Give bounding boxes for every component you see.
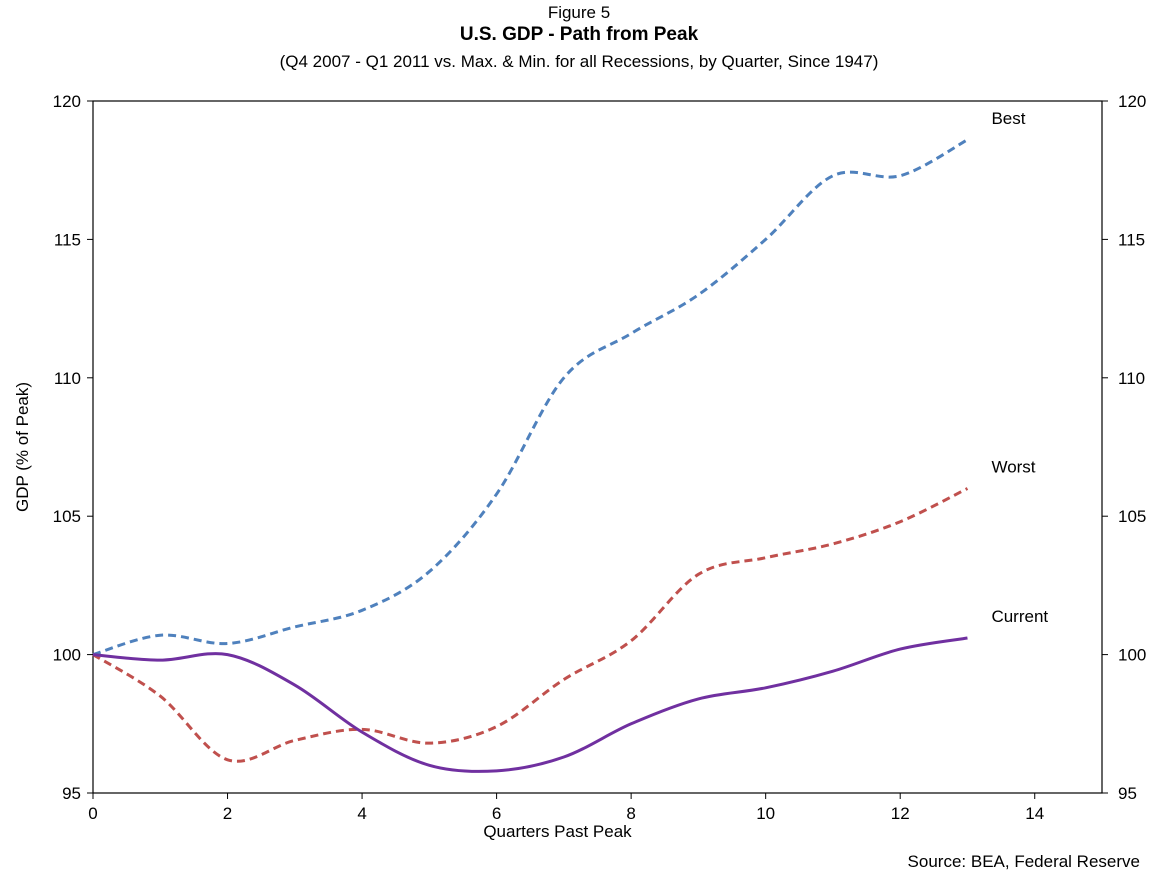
y-tick-label-right: 95 [1118, 784, 1137, 803]
y-tick-label-left: 105 [53, 507, 81, 526]
x-tick-label: 8 [626, 804, 635, 823]
series-label-worst: Worst [991, 458, 1035, 477]
y-tick-label-right: 110 [1118, 369, 1145, 388]
x-tick-label: 0 [88, 804, 97, 823]
y-axis-label: GDP (% of Peak) [13, 382, 32, 512]
series-label-best: Best [991, 109, 1025, 128]
series-line-current [92, 636, 968, 773]
y-tick-label-left: 95 [62, 784, 81, 803]
y-tick-label-right: 120 [1118, 92, 1146, 111]
figure-label: Figure 5 [547, 3, 611, 22]
x-tick-label: 4 [357, 804, 366, 823]
plot-frame [92, 100, 1103, 794]
x-tick-label: 10 [756, 804, 775, 823]
x-tick-label: 12 [891, 804, 910, 823]
x-axis-label: Quarters Past Peak [483, 822, 632, 841]
series-label-current: Current [991, 607, 1048, 626]
y-tick-label-left: 120 [53, 92, 81, 111]
y-tick-label-left: 115 [54, 230, 81, 249]
y-tick-label-right: 115 [1118, 230, 1145, 249]
chart-subtitle: (Q4 2007 - Q1 2011 vs. Max. & Min. for a… [279, 52, 879, 71]
y-tick-label-right: 100 [1118, 646, 1146, 665]
x-tick-label: 14 [1025, 804, 1044, 823]
y-tick-label-left: 110 [54, 369, 81, 388]
source-note: Source: BEA, Federal Reserve [907, 852, 1140, 871]
chart-title: U.S. GDP - Path from Peak [459, 24, 699, 45]
x-tick-label: 2 [223, 804, 232, 823]
y-tick-label-right: 105 [1118, 507, 1146, 526]
x-tick-label: 6 [492, 804, 501, 823]
series-line-best [92, 138, 969, 657]
series-line-worst [92, 487, 969, 763]
y-tick-label-left: 100 [53, 646, 81, 665]
